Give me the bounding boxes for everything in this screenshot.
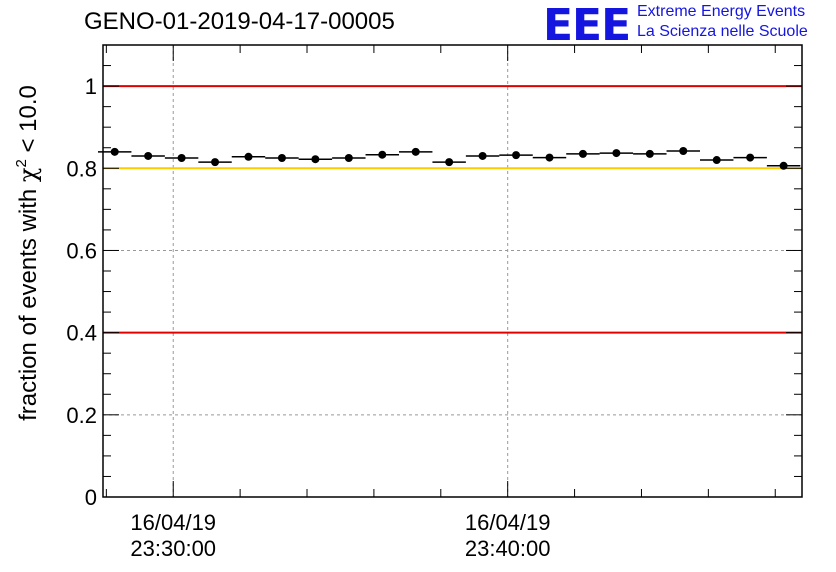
data-point (144, 151, 153, 160)
data-point (612, 149, 621, 158)
y-tick-label: 0.4 (66, 321, 97, 346)
x-tick-label-date: 16/04/19 (130, 510, 216, 535)
data-point (211, 158, 220, 167)
data-point (645, 149, 654, 158)
data-point-group (432, 158, 466, 167)
data-point-group (398, 147, 433, 156)
data-point (378, 150, 387, 159)
data-point-group (198, 158, 232, 167)
data-point-group (566, 149, 600, 158)
data-point-group (332, 154, 366, 162)
data-point (512, 151, 521, 160)
logo-subtitle-line2: La Scienza nelle Scuole (637, 23, 808, 40)
data-point-group (699, 156, 734, 165)
data-point-group (766, 161, 801, 170)
data-point-group (733, 153, 767, 162)
x-tick-label-time: 23:40:00 (465, 536, 551, 561)
data-point (779, 161, 788, 170)
data-point (578, 149, 587, 158)
data-point-group (231, 152, 266, 161)
data-point-group (499, 151, 533, 160)
grid-lines (103, 45, 802, 497)
data-point (244, 152, 253, 161)
data-point-group (298, 155, 333, 164)
y-axis-label: fraction of events with χ2 < 10.0 (13, 85, 42, 421)
data-point (177, 154, 186, 162)
data-point-group (666, 147, 700, 156)
logo-subtitle-line1: Extreme Energy Events (637, 3, 806, 20)
y-tick-label: 1 (85, 74, 97, 99)
data-point-group (97, 147, 132, 156)
data-point (411, 147, 420, 156)
data-point (445, 158, 454, 167)
data-point-group (164, 154, 199, 162)
y-tick-label: 0.2 (66, 403, 97, 428)
data-point (746, 153, 755, 162)
data-point (545, 153, 554, 162)
threshold-lines (103, 85, 802, 334)
data-series (97, 147, 801, 170)
y-tick-label: 0.8 (66, 156, 97, 181)
data-point-group (465, 151, 500, 160)
data-point (311, 155, 320, 164)
data-point (110, 147, 119, 156)
y-tick-label: 0.6 (66, 238, 97, 263)
y-tick-label: 0 (85, 485, 97, 510)
data-point (344, 154, 353, 162)
x-tick-label-time: 23:30:00 (130, 536, 216, 561)
data-point (277, 154, 286, 162)
data-point-group (131, 151, 165, 160)
plot-frame (102, 44, 803, 498)
y-axis-ticks: 0 0.2 0.4 0.6 0.8 1 (66, 44, 802, 510)
data-point-group (532, 153, 567, 162)
x-tick-label-date: 16/04/19 (465, 510, 551, 535)
data-point (478, 151, 487, 160)
eee-logo: EEE (543, 0, 631, 51)
data-point-group (599, 149, 634, 158)
data-point (679, 147, 688, 156)
data-point (712, 156, 721, 165)
chart-title: GENO-01-2019-04-17-00005 (84, 8, 395, 35)
data-point-group (633, 149, 667, 158)
data-point-group (365, 150, 399, 159)
data-point-group (265, 154, 299, 162)
